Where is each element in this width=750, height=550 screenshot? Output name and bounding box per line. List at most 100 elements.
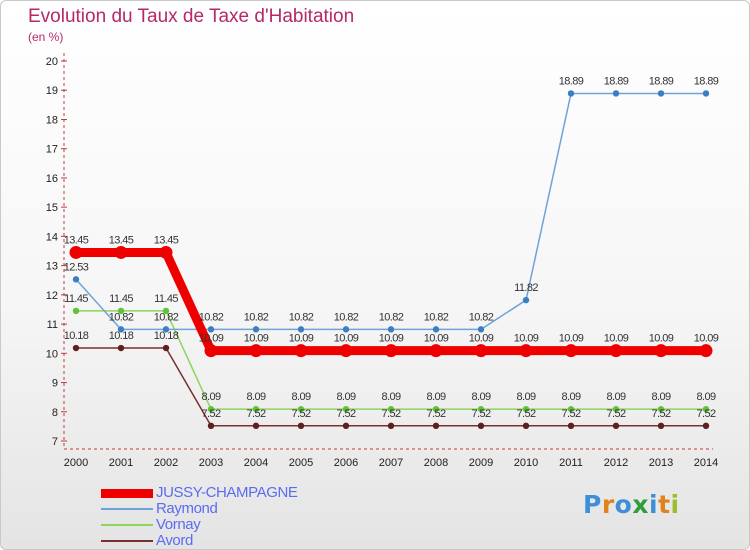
legend-item: Vornay <box>101 517 341 533</box>
y-tick-label: 16 <box>46 173 58 185</box>
data-label: 10.09 <box>649 333 674 345</box>
legend-item: Raymond <box>101 501 341 517</box>
data-label: 7.52 <box>471 408 490 420</box>
y-tick-label: 11 <box>47 319 58 331</box>
data-point <box>522 422 530 429</box>
data-point <box>69 245 83 259</box>
data-point <box>297 422 305 429</box>
data-label: 18.89 <box>604 75 629 87</box>
data-label: 10.82 <box>244 311 269 323</box>
data-point <box>252 422 260 429</box>
data-point <box>72 276 80 283</box>
data-label: 10.09 <box>289 333 314 345</box>
data-label: 10.82 <box>334 311 359 323</box>
legend-swatch <box>101 508 153 510</box>
y-tick-label: 13 <box>46 261 58 273</box>
legend-label: Vornay <box>156 516 201 533</box>
data-point <box>474 344 488 358</box>
series-raymond <box>72 90 710 333</box>
data-point <box>609 344 623 358</box>
data-label: 18.89 <box>649 75 674 87</box>
legend-swatch <box>101 488 153 498</box>
data-point <box>519 344 533 358</box>
data-label: 7.52 <box>336 408 355 420</box>
data-point <box>342 405 350 413</box>
y-tick-label: 9 <box>52 378 58 390</box>
data-label: 10.82 <box>154 311 179 323</box>
data-point <box>567 422 575 429</box>
data-point <box>159 245 173 259</box>
data-label: 10.18 <box>154 330 179 342</box>
data-point <box>387 326 395 333</box>
data-label: 8.09 <box>606 391 625 403</box>
data-label: 7.52 <box>651 408 670 420</box>
data-label: 10.18 <box>109 330 134 342</box>
x-tick-label: 2008 <box>424 457 448 469</box>
brand-logo: Proxiti <box>583 490 680 519</box>
x-tick-label: 2005 <box>289 457 313 469</box>
chart-unit-label: (en %) <box>28 30 64 44</box>
data-point <box>477 422 485 429</box>
data-point <box>384 344 398 358</box>
data-label: 12.53 <box>64 261 89 273</box>
data-point <box>72 344 80 352</box>
data-point <box>567 405 575 413</box>
data-label: 10.18 <box>64 330 89 342</box>
chart-legend: JUSSY-CHAMPAGNE Raymond Vornay Avord <box>101 485 341 549</box>
data-point <box>72 307 80 315</box>
y-tick-label: 18 <box>46 114 58 126</box>
data-point <box>117 307 125 315</box>
data-label: 8.09 <box>336 391 355 403</box>
data-point <box>702 90 710 97</box>
data-label: 13.45 <box>154 234 179 246</box>
brand-logo-letter: r <box>601 490 615 519</box>
data-point <box>429 344 443 358</box>
x-tick-label: 2010 <box>514 457 538 469</box>
data-point <box>612 422 620 429</box>
data-point <box>114 245 128 259</box>
data-label: 10.09 <box>604 333 629 345</box>
brand-logo-letter: P <box>583 490 602 519</box>
x-tick-label: 2009 <box>469 457 493 469</box>
data-point <box>117 326 125 333</box>
data-label: 8.09 <box>291 391 310 403</box>
legend-label: Raymond <box>156 500 218 517</box>
data-label: 10.09 <box>199 333 224 345</box>
x-tick-label: 2001 <box>109 457 133 469</box>
data-point <box>702 422 710 429</box>
data-point <box>294 344 308 358</box>
data-label: 10.09 <box>379 333 404 345</box>
series-vornay <box>72 307 710 413</box>
data-label: 8.09 <box>696 391 715 403</box>
data-label: 13.45 <box>64 234 89 246</box>
data-label: 10.09 <box>469 333 494 345</box>
data-point <box>654 344 668 358</box>
legend-swatch <box>101 540 153 542</box>
data-point <box>564 344 578 358</box>
data-label: 8.09 <box>471 391 490 403</box>
data-point <box>162 344 170 352</box>
data-point <box>612 90 620 97</box>
data-point <box>657 90 665 97</box>
data-point <box>657 405 665 413</box>
x-tick-label: 2014 <box>694 457 718 469</box>
x-tick-label: 2007 <box>379 457 403 469</box>
data-label: 7.52 <box>516 408 535 420</box>
data-point <box>567 90 575 97</box>
brand-logo-letter: i <box>649 490 659 519</box>
data-label: 18.89 <box>559 75 584 87</box>
brand-logo-letter: t <box>658 490 671 519</box>
data-point <box>252 405 260 413</box>
data-point <box>207 326 215 333</box>
data-label: 10.09 <box>694 333 719 345</box>
data-label: 10.82 <box>289 311 314 323</box>
data-label: 8.09 <box>651 391 670 403</box>
data-label: 8.09 <box>381 391 400 403</box>
legend-label: JUSSY-CHAMPAGNE <box>156 484 298 501</box>
data-label: 11.45 <box>109 293 133 305</box>
data-point <box>702 405 710 413</box>
y-tick-label: 20 <box>46 56 58 68</box>
legend-label: Avord <box>156 532 193 549</box>
